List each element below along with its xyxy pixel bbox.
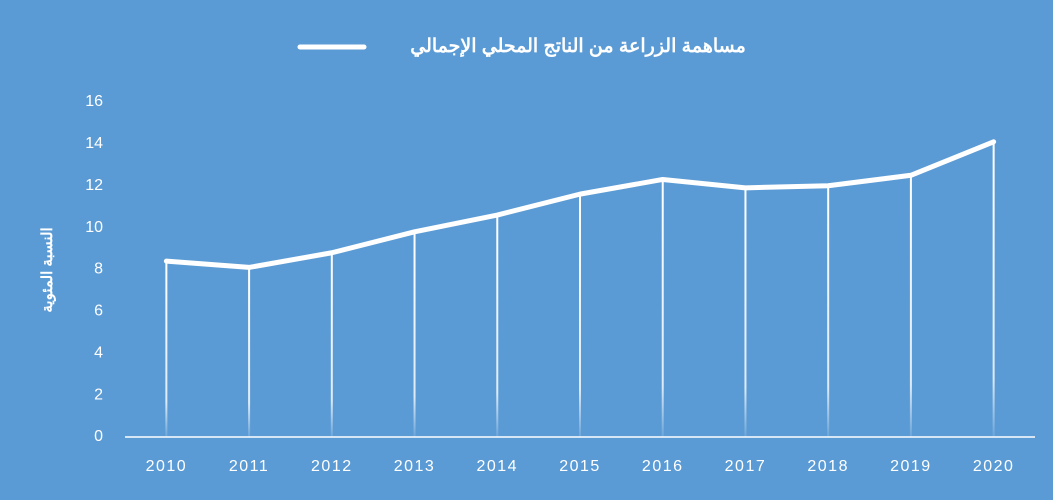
x-tick-label: 2013	[394, 458, 436, 475]
x-tick-label: 2016	[642, 458, 684, 475]
drop-line	[744, 187, 747, 437]
drop-line	[496, 215, 499, 437]
chart-title: مساهمة الزراعة من الناتج المحلي الإجمالي	[410, 36, 746, 58]
drop-line	[579, 194, 581, 437]
x-tick-label: 2018	[807, 458, 849, 475]
drop-line	[661, 179, 664, 437]
y-tick-label: 4	[94, 344, 103, 361]
y-tick-label: 10	[85, 219, 103, 236]
y-tick-label: 8	[94, 261, 103, 278]
x-tick-label: 2010	[146, 458, 188, 475]
y-axis-label: النسبة المئوية	[39, 227, 56, 312]
y-tick-label: 12	[85, 177, 103, 194]
drop-line	[330, 252, 333, 437]
x-tick-label: 2017	[725, 458, 767, 475]
series-line	[163, 139, 997, 270]
drop-line	[827, 185, 830, 437]
y-tick-label: 16	[85, 93, 103, 110]
drop-line	[413, 231, 416, 437]
x-tick-label: 2014	[476, 458, 518, 475]
x-tick-label: 2020	[973, 458, 1015, 475]
y-tick-label: 2	[94, 386, 103, 403]
y-tick-label: 14	[85, 135, 103, 152]
x-tick-label: 2011	[229, 458, 269, 475]
x-tick-label: 2015	[559, 458, 601, 475]
drop-line	[165, 261, 168, 437]
x-tick-label: 2012	[311, 458, 353, 475]
drop-line	[909, 175, 912, 437]
drop-line	[248, 267, 251, 437]
x-tick-label: 2019	[890, 458, 932, 475]
y-tick-label: 6	[94, 303, 103, 320]
drop-line	[992, 141, 995, 437]
y-tick-label: 0	[94, 428, 103, 445]
